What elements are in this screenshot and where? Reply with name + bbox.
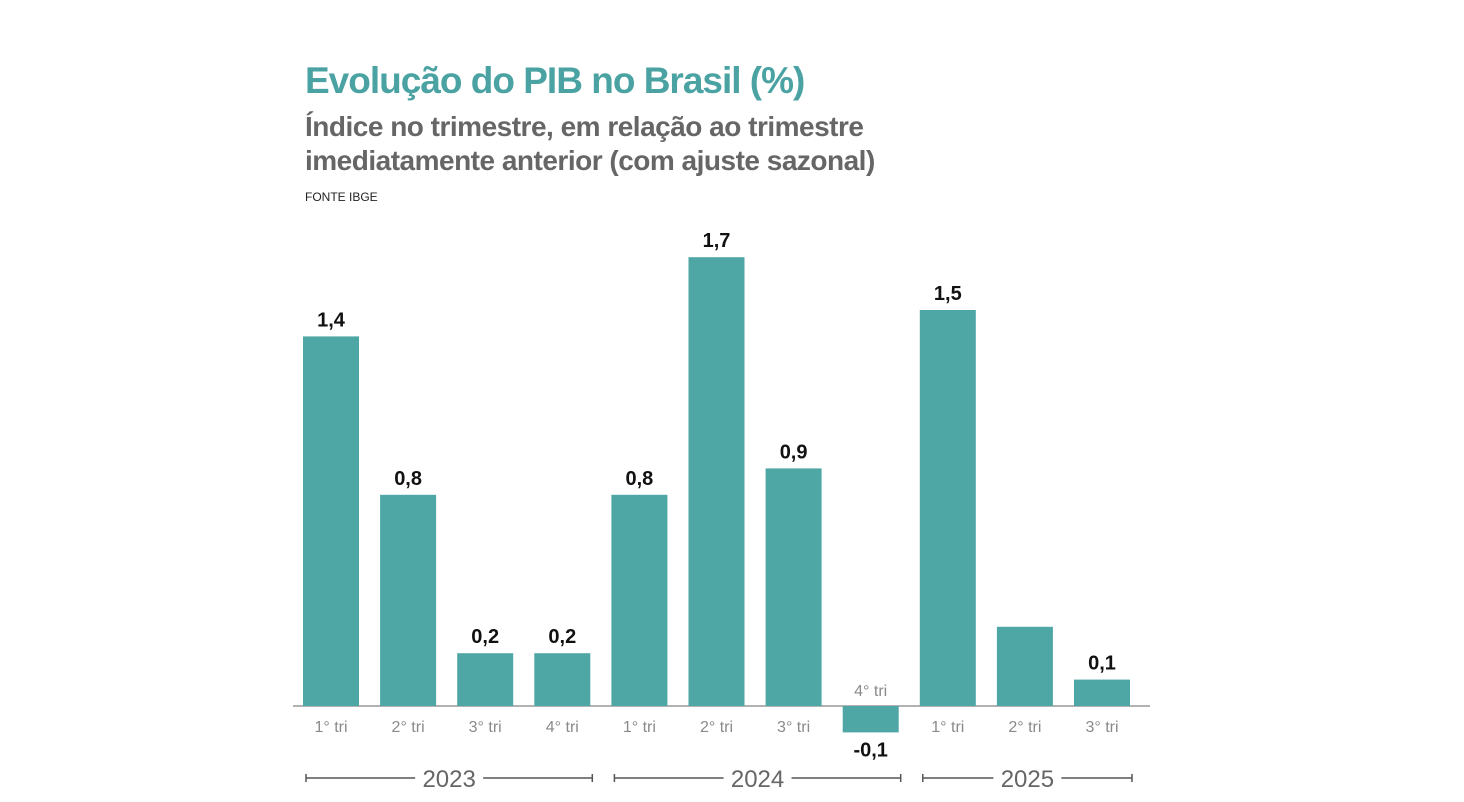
group-year-label: 2025 [1001,766,1054,793]
bar [1074,679,1130,706]
chart-title: Evolução do PIB no Brasil (%) [305,60,805,101]
x-tick-label: 3° tri [469,719,502,736]
data-label: 0,8 [625,468,653,490]
x-tick-label: 2° tri [700,719,733,736]
x-tick-label: 4° tri [854,683,887,700]
bar [457,653,514,706]
bar [765,468,822,706]
x-tick-label: 2° tri [1008,719,1041,736]
data-label: 0,1 [1088,653,1116,675]
bar [380,494,437,706]
bar [842,706,899,733]
data-label: -0,1 [853,739,887,761]
group-year-label: 2024 [731,766,784,793]
data-label: 0,8 [394,468,422,490]
bar [303,336,359,706]
x-tick-label: 1° tri [931,719,964,736]
data-label: 1,5 [934,283,962,305]
bar [611,494,668,706]
group-year-label: 2023 [422,766,475,793]
x-tick-label: 4° tri [546,719,579,736]
bar [688,257,745,706]
data-label: 1,7 [703,230,731,252]
x-tick-label: 1° tri [314,719,347,736]
bar [534,653,591,706]
bar [996,626,1053,706]
x-tick-label: 2° tri [392,719,425,736]
chart-source: FONTE IBGE [305,190,378,204]
data-label: 0,9 [780,441,808,463]
data-label: 0,2 [548,626,576,648]
data-label: 1,4 [317,309,346,331]
x-tick-label: 3° tri [777,719,810,736]
data-label: 0,2 [471,626,499,648]
chart-subtitle: Índice no trimestre, em relação ao trime… [305,111,875,176]
bar [919,310,976,706]
x-tick-label: 1° tri [623,719,656,736]
x-tick-label: 3° tri [1085,719,1118,736]
